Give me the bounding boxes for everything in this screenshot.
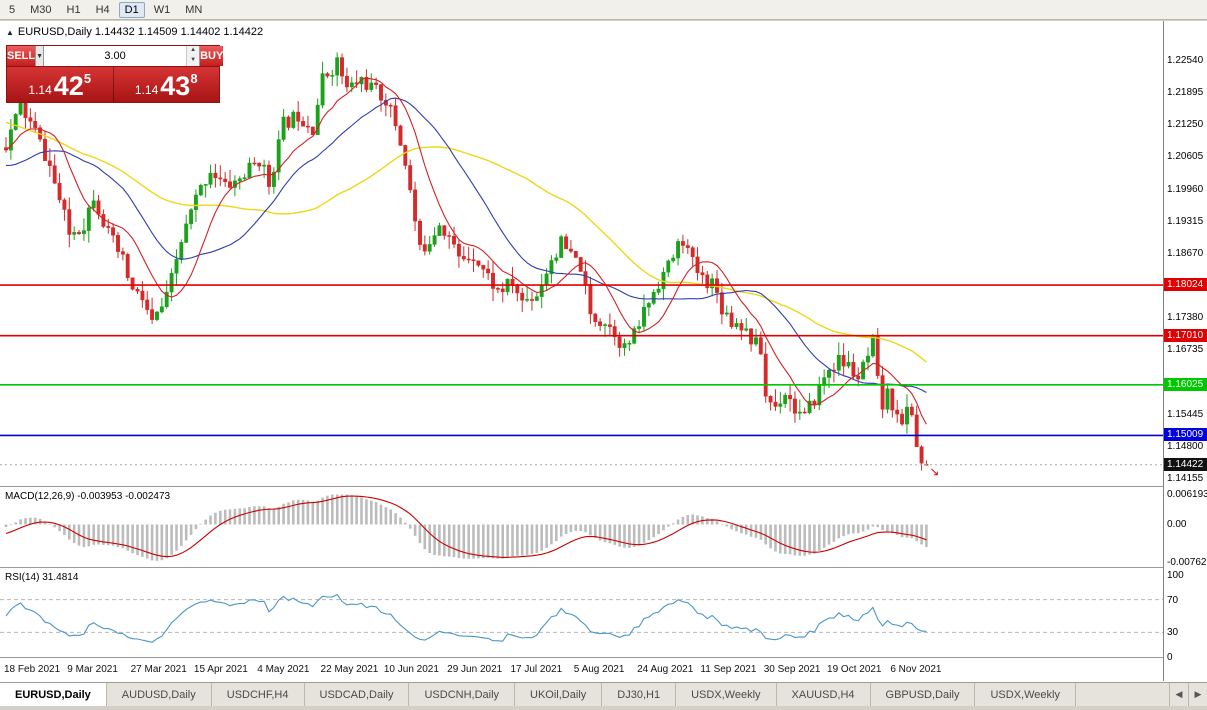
price-level-badge: 1.16025 <box>1164 377 1207 391</box>
axis-tick-label: 1.21895 <box>1167 87 1204 99</box>
axis-tick-label: 1.17380 <box>1167 312 1204 324</box>
buy-price-big: 43 <box>160 71 191 101</box>
axis-tick-label: 1.18670 <box>1167 247 1204 259</box>
timeframe-button-W1[interactable]: W1 <box>153 3 171 16</box>
sell-price-big: 42 <box>53 71 84 101</box>
timeframe-button-M30[interactable]: M30 <box>30 3 52 16</box>
axis-tick-label: 30 <box>1167 627 1179 639</box>
volume-dropdown-icon[interactable]: ▼ <box>35 46 44 66</box>
volume-input[interactable] <box>44 46 187 66</box>
price-level-badge: 1.18024 <box>1164 278 1207 292</box>
chart-tab-USDX-Weekly[interactable]: USDX,Weekly <box>676 683 777 706</box>
chart-tab-EURUSD-Daily[interactable]: EURUSD,Daily <box>0 683 107 706</box>
timeframe-button-H4[interactable]: H4 <box>95 3 110 16</box>
rsi-label: RSI(14) 31.4814 <box>5 572 79 583</box>
axis-tick-label: 1.20605 <box>1167 151 1204 163</box>
axis-tick-label: 1.14800 <box>1167 440 1204 452</box>
chart-tabbar: EURUSD,Daily AUDUSD,Daily USDCHF,H4 USDCAD,… <box>0 682 1207 706</box>
chart-tab-DJ30-H1[interactable]: DJ30,H1 <box>602 683 677 706</box>
volume-up-icon[interactable]: ▲ <box>187 46 200 56</box>
axis-tick-label: 1.16735 <box>1167 344 1204 356</box>
macd-chart[interactable] <box>0 488 1163 568</box>
volume-down-icon[interactable]: ▼ <box>187 56 200 66</box>
axis-tick-label: 100 <box>1167 570 1184 581</box>
macd-panel[interactable]: MACD(12,26,9) -0.003953 -0.002473 <box>0 488 1163 568</box>
date-tick-label: 19 Oct 2021 <box>827 664 882 675</box>
timeframe-toolbar: 5 M30 H1 H4 D1 W1 MN <box>0 0 1207 20</box>
axis-tick-label: 70 <box>1167 594 1179 606</box>
chart-tab-USDX-Weekly[interactable]: USDX,Weekly <box>975 683 1076 706</box>
candlestick-chart[interactable]: ↘ <box>0 21 1163 487</box>
price-level-badge: 1.15009 <box>1164 428 1207 442</box>
volume-field-wrap: ▲ ▼ <box>43 46 201 66</box>
date-tick-label: 4 May 2021 <box>257 664 310 675</box>
axis-tick-label: 1.21250 <box>1167 119 1204 131</box>
axis-tick-label: 1.19960 <box>1167 183 1204 195</box>
buy-price-sup: 8 <box>190 71 198 86</box>
date-tick-label: 18 Feb 2021 <box>4 664 61 675</box>
date-tick-label: 5 Aug 2021 <box>573 664 625 675</box>
axis-tick-label: -0.00762 <box>1167 557 1207 568</box>
axis-tick-label: 0.006193 <box>1167 489 1207 500</box>
chart-ohlc-header: ▲ EURUSD,Daily 1.14432 1.14509 1.14402 1.… <box>6 26 263 38</box>
chart-tab-USDCHF-H4[interactable]: USDCHF,H4 <box>212 683 305 706</box>
chart-tab-AUDUSD-Daily[interactable]: AUDUSD,Daily <box>107 683 212 706</box>
date-tick-label: 17 Jul 2021 <box>510 664 563 675</box>
chart-window: ↘ ▲ EURUSD,Daily 1.14432 1.14509 1.14402 … <box>0 21 1207 682</box>
axis-tick-label: 0.00 <box>1167 519 1187 531</box>
svg-text:↘: ↘ <box>929 465 939 479</box>
date-tick-label: 10 Jun 2021 <box>383 664 439 675</box>
chart-tab-USDCAD-Daily[interactable]: USDCAD,Daily <box>305 683 410 706</box>
price-axis[interactable]: 1.22540 1.21895 1.21250 1.20605 1.19960 1.193… <box>1163 21 1207 681</box>
date-tick-label: 11 Sep 2021 <box>700 664 757 675</box>
date-tick-label: 15 Apr 2021 <box>193 664 248 675</box>
timeframe-button-D1[interactable]: D1 <box>118 1 145 18</box>
axis-tick-label: 1.22540 <box>1167 55 1204 66</box>
chart-tab-GBPUSD-Daily[interactable]: GBPUSD,Daily <box>871 683 976 706</box>
date-tick-label: 24 Aug 2021 <box>637 664 694 675</box>
timeframe-button-MN[interactable]: MN <box>185 3 203 16</box>
rsi-chart[interactable] <box>0 569 1163 658</box>
sell-price[interactable]: 1.14 42 5 <box>7 67 114 102</box>
date-tick-label: 30 Sep 2021 <box>763 664 821 675</box>
buy-price-prefix: 1.14 <box>134 83 159 97</box>
timeframe-button-5[interactable]: 5 <box>9 3 16 16</box>
axis-tick-label: 1.15445 <box>1167 408 1204 420</box>
date-axis: 18 Feb 2021 9 Mar 2021 27 Mar 2021 15 Apr 2… <box>0 659 1163 681</box>
price-chart-panel[interactable]: ↘ ▲ EURUSD,Daily 1.14432 1.14509 1.14402 … <box>0 21 1163 487</box>
trade-controls-row: SELL ▼ ▲ ▼ BUY <box>7 46 224 66</box>
date-tick-label: 9 Mar 2021 <box>67 664 118 675</box>
tabs-scroll-left-icon[interactable]: ◀ <box>1169 683 1188 706</box>
date-tick-label: 22 May 2021 <box>320 664 379 675</box>
chart-tab-XAUUSD-H4[interactable]: XAUUSD,H4 <box>777 683 871 706</box>
buy-price[interactable]: 1.14 43 8 <box>114 67 220 102</box>
price-level-badge: 1.17010 <box>1164 328 1207 342</box>
axis-tick-label: 0 <box>1167 652 1173 663</box>
sell-price-sup: 5 <box>83 71 92 86</box>
date-tick-label: 27 Mar 2021 <box>130 664 187 675</box>
tabs-scroll-right-icon[interactable]: ▶ <box>1188 683 1207 706</box>
date-tick-label: 29 Jun 2021 <box>447 664 503 675</box>
chart-tab-USDCNH-Daily[interactable]: USDCNH,Daily <box>409 683 516 706</box>
sell-button[interactable]: SELL <box>7 46 36 66</box>
date-tick-label: 6 Nov 2021 <box>890 664 942 675</box>
axis-tick-label: 1.14155 <box>1167 472 1204 484</box>
rsi-panel[interactable]: RSI(14) 31.4814 <box>0 569 1163 658</box>
trade-prices-row: 1.14 42 5 1.14 43 8 <box>7 66 219 102</box>
macd-label: MACD(12,26,9) -0.003953 -0.002473 <box>5 491 171 502</box>
ohlc-text: EURUSD,Daily 1.14432 1.14509 1.14402 1.1… <box>17 26 264 38</box>
timeframe-button-H1[interactable]: H1 <box>66 3 81 16</box>
volume-spinner: ▲ ▼ <box>186 46 200 66</box>
sell-price-prefix: 1.14 <box>28 83 52 97</box>
buy-button[interactable]: BUY <box>200 46 224 66</box>
chart-tab-UKOil-Daily[interactable]: UKOil,Daily <box>515 683 603 706</box>
axis-tick-label: 1.19315 <box>1167 215 1204 227</box>
collapse-chart-icon[interactable]: ▲ <box>6 28 14 37</box>
price-level-badge: 1.14422 <box>1164 457 1207 471</box>
